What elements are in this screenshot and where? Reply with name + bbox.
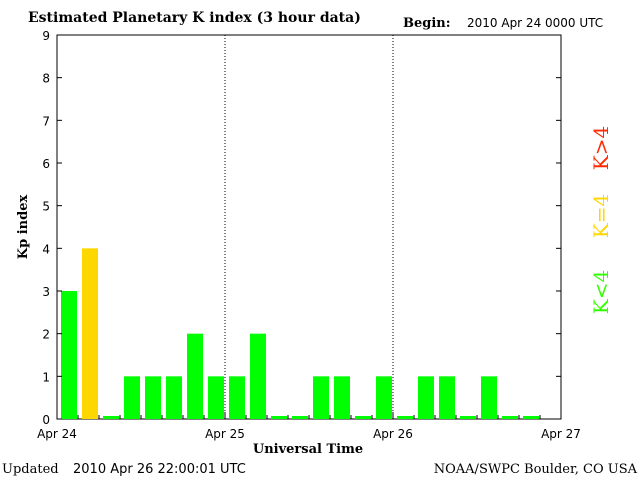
kp-bar — [523, 416, 539, 419]
x-tick-label: Apr 26 — [373, 427, 413, 441]
y-tick-label: 0 — [42, 413, 50, 427]
y-axis-title: Kp index — [16, 195, 31, 260]
y-tick-label: 3 — [42, 285, 50, 299]
x-axis-title: Universal Time — [253, 442, 363, 457]
kp-bar — [355, 416, 371, 419]
y-tick-label: 4 — [42, 242, 50, 256]
legend-k-greater-4: K>4 — [589, 126, 613, 170]
y-axis-ticks: 0 1 2 3 4 5 6 7 8 9 — [42, 29, 561, 427]
begin-value: 2010 Apr 24 0000 UTC — [467, 16, 603, 30]
x-axis-ticks: Apr 24 Apr 25 Apr 26 Apr 27 — [37, 412, 581, 441]
kp-bar — [103, 416, 119, 419]
kp-bar — [229, 376, 245, 419]
legend: K>4 K=4 K<4 — [589, 126, 613, 314]
y-tick-label: 5 — [42, 200, 50, 214]
kp-bar — [313, 376, 329, 419]
kp-bar — [439, 376, 455, 419]
kp-bar — [82, 248, 98, 419]
x-tick-label: Apr 27 — [541, 427, 581, 441]
source-credit: NOAA/SWPC Boulder, CO USA — [434, 462, 638, 477]
chart-title: Estimated Planetary K index (3 hour data… — [28, 10, 361, 26]
kp-bar — [124, 376, 140, 419]
y-tick-label: 8 — [42, 72, 50, 86]
legend-k-less-4: K<4 — [589, 270, 613, 314]
kp-bar — [292, 416, 308, 419]
x-tick-label: Apr 25 — [205, 427, 245, 441]
updated-value: 2010 Apr 26 22:00:01 UTC — [73, 462, 246, 477]
kp-bar — [418, 376, 434, 419]
kp-bar — [460, 416, 476, 419]
y-tick-label: 1 — [42, 370, 50, 384]
kp-bar — [250, 333, 266, 419]
plot-frame — [56, 34, 562, 420]
kp-bar — [502, 416, 518, 419]
begin-label: Begin: — [403, 16, 451, 31]
x-tick-label: Apr 24 — [37, 427, 77, 441]
y-tick-label: 6 — [42, 157, 50, 171]
kp-bar — [61, 291, 77, 419]
updated-label: Updated — [2, 462, 59, 477]
bars — [61, 248, 539, 419]
kp-bar — [376, 376, 392, 419]
kp-bar — [334, 376, 350, 419]
y-tick-label: 2 — [42, 328, 50, 342]
kp-bar — [397, 416, 413, 419]
kp-bar — [481, 376, 497, 419]
kp-bar — [208, 376, 224, 419]
kp-bar — [271, 416, 287, 419]
y-tick-label: 9 — [42, 29, 50, 43]
y-tick-label: 7 — [42, 114, 50, 128]
legend-k-equal-4: K=4 — [589, 194, 613, 238]
day-grid-lines — [224, 35, 394, 419]
kp-bar — [145, 376, 161, 419]
kp-bar — [166, 376, 182, 419]
kp-bar — [187, 333, 203, 419]
